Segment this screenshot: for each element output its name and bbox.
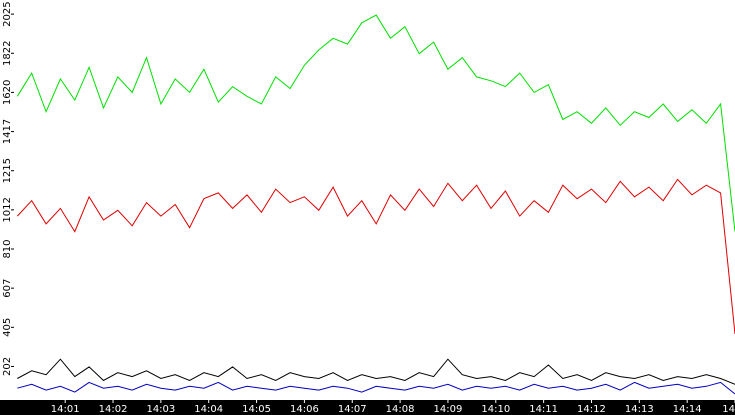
x-tick-label: 14:10 bbox=[481, 404, 510, 415]
series-line bbox=[17, 381, 735, 395]
x-tick-label: 14:13 bbox=[625, 404, 654, 415]
x-tick-label: 14:14 bbox=[673, 404, 702, 415]
x-tick-label: 14:11 bbox=[529, 404, 558, 415]
y-tick-label: 1822 bbox=[2, 41, 13, 66]
y-tick-label: 1620 bbox=[2, 80, 13, 105]
y-tick-label: 1417 bbox=[2, 119, 13, 144]
series-line bbox=[17, 358, 735, 385]
x-tick-label: 14:08 bbox=[386, 404, 415, 415]
y-tick-label: 1215 bbox=[2, 158, 13, 183]
y-tick-label: 405 bbox=[2, 318, 13, 337]
y-tick-label: 607 bbox=[2, 279, 13, 298]
y-tick-label: 202 bbox=[2, 357, 13, 376]
series-line bbox=[16, 178, 735, 335]
x-tick-label: 14:12 bbox=[577, 404, 606, 415]
x-tick-label: 14:04 bbox=[194, 404, 223, 415]
x-tick-label: 14:02 bbox=[99, 404, 128, 415]
y-tick-label: 2025 bbox=[2, 1, 13, 26]
x-tick-label: 14:07 bbox=[338, 404, 367, 415]
x-tick-label: 14 bbox=[722, 404, 735, 415]
x-tick-label: 14:09 bbox=[434, 404, 463, 415]
y-tick-label: 1012 bbox=[2, 197, 13, 222]
x-tick-label: 14:01 bbox=[51, 404, 80, 415]
x-tick-label: 14:06 bbox=[290, 404, 319, 415]
series-line bbox=[16, 14, 735, 232]
x-tick-label: 14:03 bbox=[146, 404, 175, 415]
x-tick-label: 14:05 bbox=[242, 404, 271, 415]
y-tick-label: 810 bbox=[2, 239, 13, 258]
x-axis-band bbox=[0, 400, 735, 415]
